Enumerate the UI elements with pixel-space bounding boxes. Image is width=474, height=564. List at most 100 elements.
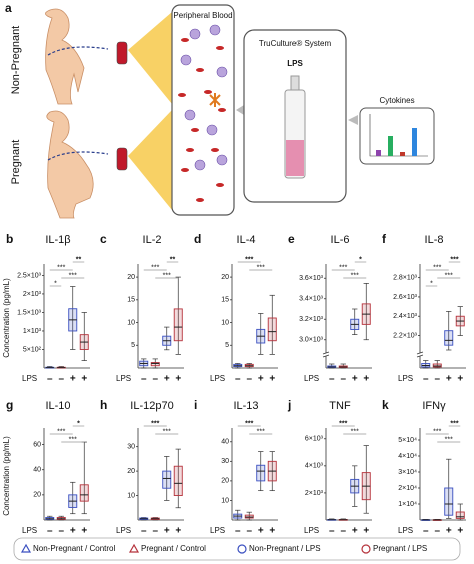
significance-label: *** — [445, 436, 453, 443]
y-tick-label: 40 — [33, 467, 41, 474]
y-tick-label: 30 — [221, 458, 229, 465]
cytokines-box — [359, 107, 435, 165]
significance-label: *** — [245, 420, 253, 427]
legend-label: Non-Pregnant / LPS — [249, 544, 321, 553]
significance-label: *** — [445, 272, 453, 279]
significance-label: *** — [351, 428, 359, 435]
panel-title: IL-12p70 — [130, 400, 173, 412]
lps-group-label: + — [446, 526, 452, 537]
lps-group-label: + — [363, 374, 369, 385]
lps-group-label: – — [434, 374, 440, 385]
panel-letter: c — [100, 232, 107, 246]
lps-label: LPS — [304, 526, 319, 535]
box — [79, 484, 89, 502]
mini-bar — [412, 128, 417, 156]
box — [444, 487, 454, 516]
box — [173, 308, 183, 342]
lps-group-label: – — [340, 526, 346, 537]
significance-label: ** — [76, 256, 82, 263]
syringe-plunger — [290, 75, 300, 91]
y-tick-label: 2.5×10³ — [17, 272, 42, 279]
y-tick-label: 2.4×10³ — [393, 313, 418, 320]
lps-group-label: + — [258, 526, 264, 537]
y-tick-label: 10 — [221, 497, 229, 504]
legend-label: Non-Pregnant / Control — [33, 544, 115, 553]
lps-group-label: – — [152, 374, 158, 385]
panel-letter: b — [6, 232, 13, 246]
lps-group-label: – — [141, 374, 147, 385]
significance-label: *** — [450, 256, 458, 263]
significance-label: *** — [433, 428, 441, 435]
box — [173, 465, 183, 497]
legend-label: Pregnant / Control — [141, 544, 206, 553]
y-axis-label: Concentration (pg/mL) — [2, 278, 11, 358]
y-tick-label: 1×10⁴ — [398, 501, 417, 508]
y-tick-label: 15 — [127, 297, 135, 304]
y-tick-label: 15 — [221, 297, 229, 304]
panel-letter: h — [100, 398, 107, 412]
y-tick-label: 2×10³ — [305, 490, 324, 497]
axis-break-mark — [322, 354, 330, 358]
mini-bar — [376, 150, 381, 156]
lps-group-label: + — [457, 526, 463, 537]
panel-a: a Non-Pregnant Pregnant Peripheral Blood… — [5, 1, 435, 219]
significance-label: *** — [339, 420, 347, 427]
box — [162, 470, 172, 489]
lps-group-label: – — [152, 526, 158, 537]
blood-cells — [178, 38, 226, 202]
lps-group-label: + — [70, 374, 76, 385]
lps-group-label: – — [246, 374, 252, 385]
y-tick-label: 20 — [33, 492, 41, 499]
y-tick-label: 4×10⁴ — [398, 453, 417, 460]
significance-label: *** — [57, 428, 65, 435]
lps-group-label: – — [235, 526, 241, 537]
lps-group-label: – — [58, 526, 64, 537]
lps-group-label: + — [70, 526, 76, 537]
axis-break-mark — [416, 354, 424, 358]
label-pregnant: Pregnant — [10, 140, 22, 185]
significance-label: * — [54, 280, 57, 287]
significance-label: *** — [163, 428, 171, 435]
y-tick-label: 4×10³ — [305, 463, 324, 470]
box — [256, 464, 266, 482]
significance-label: *** — [57, 264, 65, 271]
panel-title: IL-10 — [45, 400, 70, 412]
mini-axis — [369, 114, 428, 157]
lps-label: LPS — [210, 374, 225, 383]
lps-group-label: + — [269, 526, 275, 537]
blood-tube — [116, 147, 128, 171]
y-axis-label: Concentration (pg/mL) — [2, 436, 11, 516]
legend-marker — [20, 543, 32, 553]
label-cytokines: Cytokines — [379, 96, 414, 105]
zoom-cone — [128, 12, 172, 104]
lps-label: LPS — [116, 526, 131, 535]
legend-marker — [128, 543, 140, 553]
arrow — [47, 46, 109, 56]
y-tick-label: 40 — [221, 439, 229, 446]
y-tick-label: 3.4×10³ — [299, 296, 324, 303]
y-tick-label: 20 — [221, 478, 229, 485]
lps-group-label: – — [329, 526, 335, 537]
lps-group-label: – — [47, 374, 53, 385]
significance-label: *** — [163, 272, 171, 279]
y-tick-label: 2×10³ — [23, 291, 42, 298]
significance-label: ** — [170, 256, 176, 263]
y-tick-label: 10 — [221, 319, 229, 326]
y-tick-label: 1×10³ — [23, 328, 42, 335]
y-tick-label: 2.8×10³ — [393, 274, 418, 281]
legend-label: Pregnant / LPS — [373, 544, 427, 553]
significance-label: *** — [69, 272, 77, 279]
white-cells — [180, 24, 228, 171]
significance-label: *** — [257, 264, 265, 271]
significance-label: *** — [433, 264, 441, 271]
syringe-fluid — [286, 140, 304, 176]
panel-title: IFNγ — [422, 400, 446, 412]
y-tick-label: 2.2×10³ — [393, 332, 418, 339]
lps-group-label: + — [352, 526, 358, 537]
legend-marker — [361, 544, 371, 554]
lps-group-label: + — [175, 374, 181, 385]
panel-title: IL-6 — [331, 234, 350, 246]
panel-title: IL-13 — [233, 400, 258, 412]
lps-label: LPS — [398, 526, 413, 535]
